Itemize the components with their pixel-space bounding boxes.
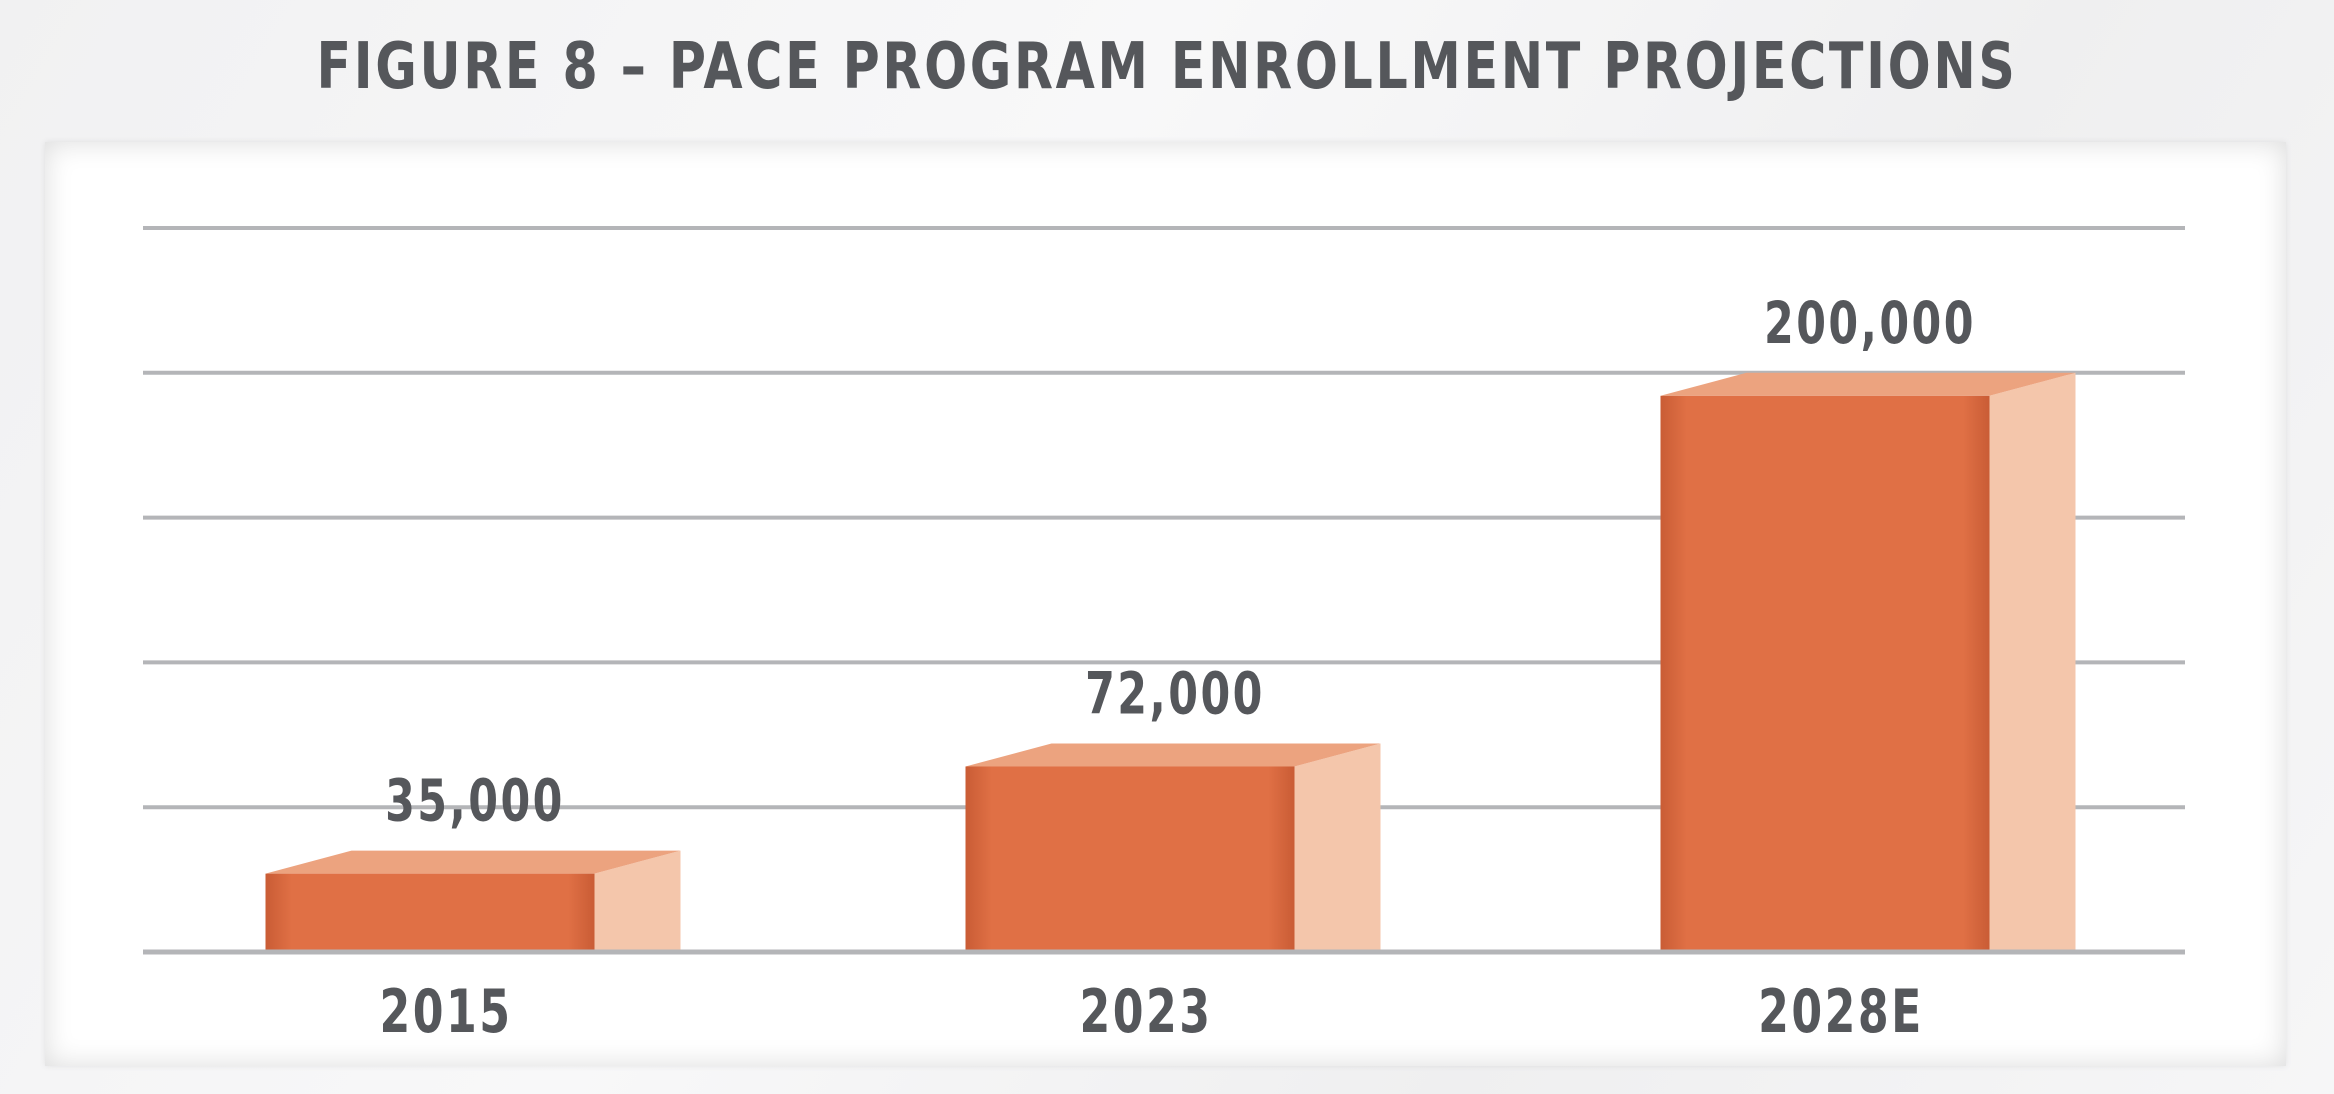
bar-2028E [1660,372,2076,952]
value-label-2028E: 200,000 [1764,289,1976,357]
bar-front-2028E [1660,395,1990,952]
bar-2015 [265,850,681,952]
chart-title: FIGURE 8 – PACE PROGRAM ENROLLMENT PROJE… [316,30,2018,104]
bar-side-2015 [594,850,681,952]
x-tick-label-2028E: 2028E [1758,976,1924,1046]
bar-side-2023 [1294,743,1381,952]
bar-top-2015 [265,850,681,874]
bar-front-2015 [265,873,595,952]
bar-top-2028E [1660,372,2076,396]
x-tick-label-2015: 2015 [379,976,512,1046]
bars [265,372,2076,952]
x-tick-label-2023: 2023 [1079,976,1212,1046]
bar-side-2028E [1989,372,2076,952]
value-label-2015: 35,000 [385,767,565,835]
bar-2023 [965,743,1381,952]
bar-top-2023 [965,743,1381,767]
value-label-2023: 72,000 [1085,660,1265,728]
labels: 35,000 2015 72,000 2023 200,000 2028E [379,289,1976,1046]
bar-front-2023 [965,766,1295,952]
